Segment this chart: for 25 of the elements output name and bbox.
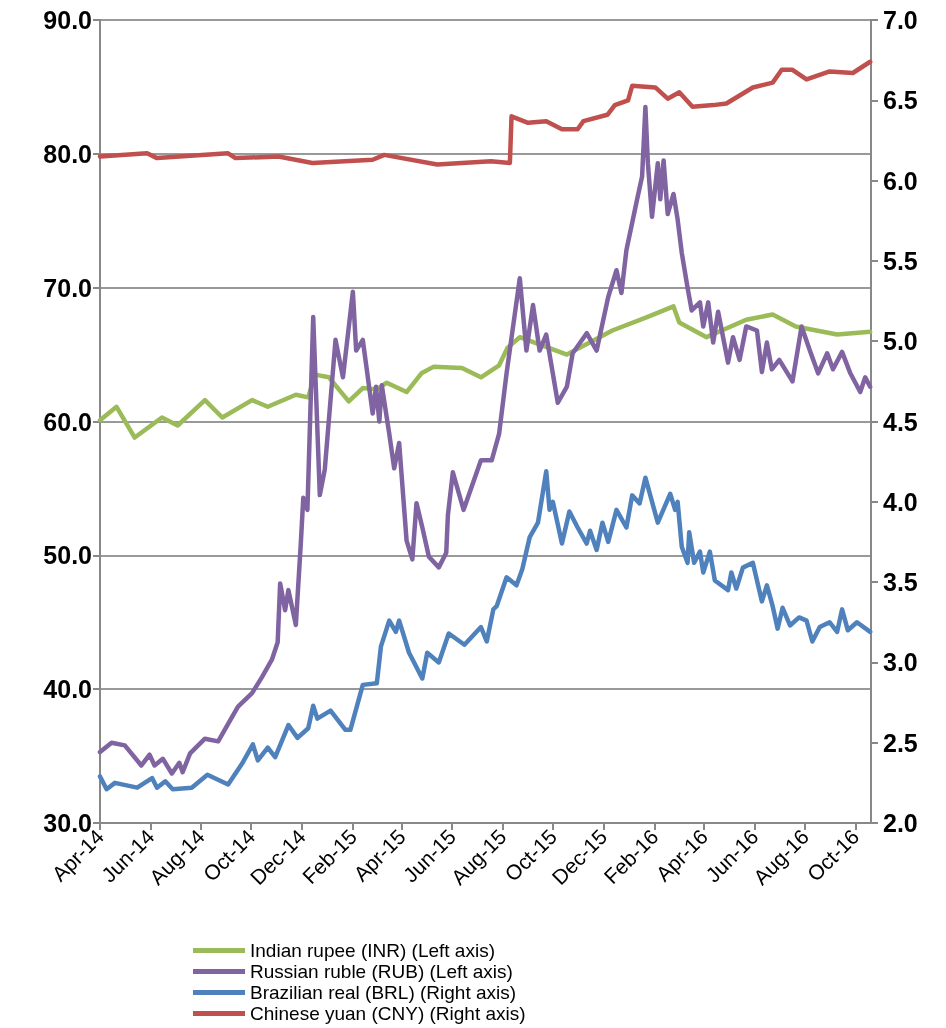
legend-label: Indian rupee (INR) (Left axis) [250,940,495,961]
y2-tick-label: 3.0 [883,648,918,677]
line-series [97,104,873,776]
y2-tick-label: 4.0 [883,487,918,516]
y-tick-label: 50.0 [43,541,92,570]
y2-tick-label: 2.0 [883,809,918,837]
y2-tick-label: 2.5 [883,728,918,757]
y-tick-label: 70.0 [43,273,92,302]
y2-tick-label: 6.5 [883,86,918,115]
y-tick-label: 30.0 [43,809,92,837]
legend-label: Russian ruble (RUB) (Left axis) [250,961,513,982]
y2-tick-label: 5.0 [883,327,918,356]
y-tick-label: 60.0 [43,407,92,436]
y2-tick-label: 6.0 [883,166,918,195]
legend-label: Brazilian real (BRL) (Right axis) [250,982,517,1003]
y2-tick-label: 4.5 [883,407,918,436]
y2-tick-label: 3.5 [883,568,918,597]
y2-tick-label: 5.5 [883,246,918,275]
y-tick-label: 90.0 [43,6,92,34]
y2-tick-label: 7.0 [883,6,918,34]
legend-label: Chinese yuan (CNY) (Right axis) [250,1003,526,1024]
line-series [97,469,873,792]
line-series [97,59,873,167]
y-tick-label: 80.0 [43,139,92,168]
y-tick-label: 40.0 [43,675,92,704]
